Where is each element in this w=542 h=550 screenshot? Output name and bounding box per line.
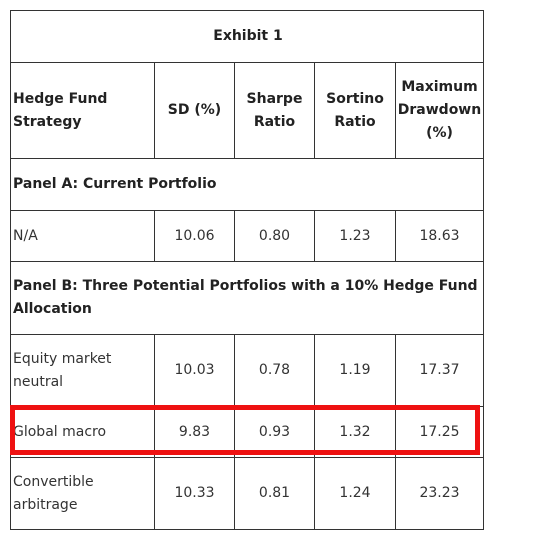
header-sortino: Sortino Ratio bbox=[314, 62, 396, 159]
strategy-cell: Equity market neutral bbox=[10, 334, 155, 407]
title-row: Exhibit 1 bbox=[10, 10, 484, 63]
drawdown-cell: 17.37 bbox=[395, 334, 484, 407]
sharpe-cell: 0.78 bbox=[234, 334, 315, 407]
exhibit-table: Exhibit 1 Hedge Fund Strategy SD (%) Sha… bbox=[10, 10, 484, 530]
table-row: Convertible arbitrage 10.33 0.81 1.24 23… bbox=[10, 457, 484, 530]
table-row: Equity market neutral 10.03 0.78 1.19 17… bbox=[10, 334, 484, 407]
sharpe-cell: 0.80 bbox=[234, 210, 315, 262]
strategy-cell: Convertible arbitrage bbox=[10, 457, 155, 530]
panel-a-label: Panel A: Current Portfolio bbox=[10, 158, 484, 211]
strategy-cell: Global macro bbox=[10, 406, 155, 458]
drawdown-cell: 23.23 bbox=[395, 457, 484, 530]
table-row: N/A 10.06 0.80 1.23 18.63 bbox=[10, 210, 484, 262]
sortino-cell: 1.23 bbox=[314, 210, 396, 262]
table-row-highlighted: Global macro 9.83 0.93 1.32 17.25 bbox=[10, 406, 484, 458]
header-sd: SD (%) bbox=[154, 62, 235, 159]
sd-cell: 10.06 bbox=[154, 210, 235, 262]
panel-b-label: Panel B: Three Potential Portfolios with… bbox=[10, 261, 484, 335]
sortino-cell: 1.24 bbox=[314, 457, 396, 530]
sd-cell: 10.33 bbox=[154, 457, 235, 530]
sharpe-cell: 0.93 bbox=[234, 406, 315, 458]
drawdown-cell: 17.25 bbox=[395, 406, 484, 458]
sortino-cell: 1.32 bbox=[314, 406, 396, 458]
exhibit-title: Exhibit 1 bbox=[10, 10, 484, 63]
header-strategy: Hedge Fund Strategy bbox=[10, 62, 155, 159]
drawdown-cell: 18.63 bbox=[395, 210, 484, 262]
sortino-cell: 1.19 bbox=[314, 334, 396, 407]
sd-cell: 10.03 bbox=[154, 334, 235, 407]
strategy-cell: N/A bbox=[10, 210, 155, 262]
panel-b-row: Panel B: Three Potential Portfolios with… bbox=[10, 261, 484, 335]
sd-cell: 9.83 bbox=[154, 406, 235, 458]
header-drawdown: Maximum Drawdown (%) bbox=[395, 62, 484, 159]
panel-a-row: Panel A: Current Portfolio bbox=[10, 158, 484, 211]
header-row: Hedge Fund Strategy SD (%) Sharpe Ratio … bbox=[10, 62, 484, 159]
header-sharpe: Sharpe Ratio bbox=[234, 62, 315, 159]
sharpe-cell: 0.81 bbox=[234, 457, 315, 530]
